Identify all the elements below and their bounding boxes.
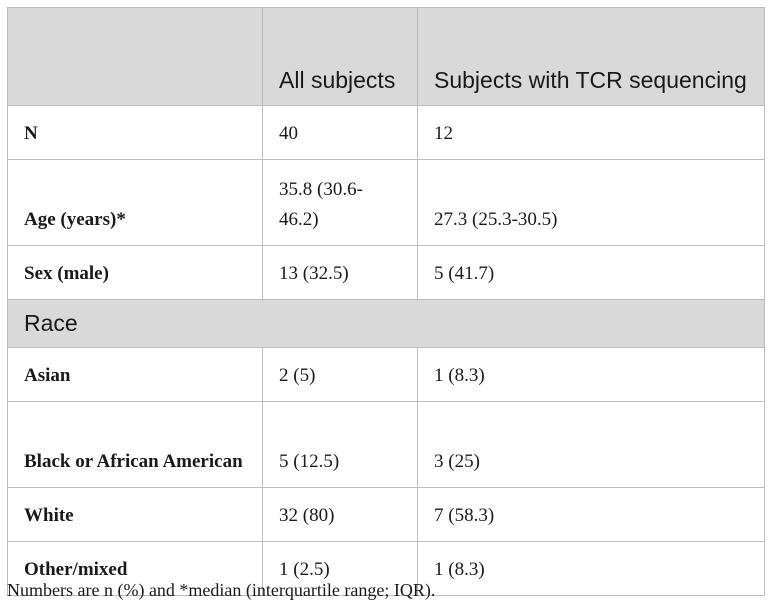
- table-row: N 40 12: [7, 105, 765, 160]
- row-label: N: [7, 105, 263, 160]
- cell-tcr: 12: [417, 105, 765, 160]
- cell-all: 2 (5): [262, 347, 418, 402]
- table-row: White 32 (80) 7 (58.3): [7, 487, 765, 542]
- row-label: Other/mixed: [7, 541, 263, 596]
- section-label: Race: [7, 299, 765, 348]
- row-label: Age (years)*: [7, 159, 263, 246]
- row-label: Sex (male): [7, 245, 263, 300]
- cell-all: 35.8 (30.6-46.2): [262, 159, 418, 246]
- cell-tcr: 1 (8.3): [417, 347, 765, 402]
- cell-tcr: 3 (25): [417, 401, 765, 488]
- table-row: Sex (male) 13 (32.5) 5 (41.7): [7, 245, 765, 300]
- demographics-table: All subjects Subjects with TCR sequencin…: [7, 7, 765, 596]
- row-label: White: [7, 487, 263, 542]
- cell-all: 32 (80): [262, 487, 418, 542]
- cell-all: 13 (32.5): [262, 245, 418, 300]
- header-empty: [7, 7, 263, 106]
- row-label: Black or African American: [7, 401, 263, 488]
- row-label: Asian: [7, 347, 263, 402]
- cell-all: 5 (12.5): [262, 401, 418, 488]
- table-container: All subjects Subjects with TCR sequencin…: [7, 7, 765, 596]
- cell-all: 40: [262, 105, 418, 160]
- header-row: All subjects Subjects with TCR sequencin…: [7, 7, 765, 106]
- cell-all: 1 (2.5): [262, 541, 418, 596]
- header-all-subjects: All subjects: [262, 7, 418, 106]
- table-row: Age (years)* 35.8 (30.6-46.2) 27.3 (25.3…: [7, 159, 765, 246]
- header-tcr-subjects: Subjects with TCR sequencing: [417, 7, 765, 106]
- cell-tcr: 5 (41.7): [417, 245, 765, 300]
- table-footnote: Numbers are n (%) and *median (interquar…: [7, 580, 436, 600]
- table-row: Asian 2 (5) 1 (8.3): [7, 347, 765, 402]
- table-row: Black or African American 5 (12.5) 3 (25…: [7, 401, 765, 488]
- cell-tcr: 1 (8.3): [417, 541, 765, 596]
- section-row-race: Race: [7, 299, 765, 348]
- cell-tcr: 27.3 (25.3-30.5): [417, 159, 765, 246]
- cell-tcr: 7 (58.3): [417, 487, 765, 542]
- table-row: Other/mixed 1 (2.5) 1 (8.3): [7, 541, 765, 596]
